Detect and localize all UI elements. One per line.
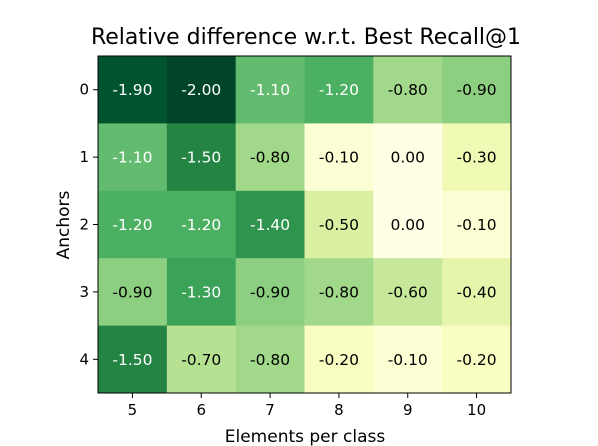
- heatmap-cell: [98, 325, 168, 394]
- cell-value-label: -1.50: [112, 351, 152, 369]
- cell-value-label: -0.80: [250, 149, 290, 167]
- heatmap-cell: [235, 190, 305, 259]
- heatmap-cell: [442, 56, 512, 124]
- heatmap-cell: [235, 258, 305, 327]
- cell-value-label: -2.00: [181, 81, 221, 99]
- heatmap-cell: [304, 56, 374, 124]
- heatmap-cell: [442, 190, 512, 259]
- cell-value-label: -1.90: [112, 81, 152, 99]
- cell-value-label: -0.70: [181, 351, 221, 369]
- x-tick-label: 8: [334, 401, 344, 419]
- cell-value-label: 0.00: [390, 216, 425, 234]
- heatmap-cell: [98, 190, 168, 259]
- heatmap-cell: [166, 56, 237, 124]
- heatmap-cells: [98, 56, 512, 394]
- cell-value-label: -0.10: [388, 351, 428, 369]
- cell-value-label: -1.20: [112, 216, 152, 234]
- y-tick-label: 0: [79, 81, 89, 99]
- cell-value-label: -1.10: [112, 149, 152, 167]
- cell-value-label: -0.40: [457, 283, 497, 301]
- chart-title: Relative difference w.r.t. Best Recall@1: [91, 25, 521, 50]
- cell-value-label: -0.50: [319, 216, 359, 234]
- x-tick-label: 5: [128, 401, 138, 419]
- heatmap-cell: [304, 123, 374, 192]
- x-tick-label: 9: [403, 401, 413, 419]
- x-tick-label: 7: [265, 401, 275, 419]
- x-tick-label: 10: [467, 401, 486, 419]
- heatmap-cell-labels: -1.90 -2.00 -1.10 -1.20 -0.80 -0.90 -1.10 -1.50…: [112, 81, 496, 369]
- heatmap-cell: [235, 56, 305, 124]
- cell-value-label: -0.20: [457, 351, 497, 369]
- cell-value-label: -0.20: [319, 351, 359, 369]
- heatmap-cell: [166, 258, 237, 327]
- heatmap-cell: [166, 190, 237, 259]
- y-tick-label: 2: [79, 216, 89, 234]
- cell-value-label: -0.80: [250, 351, 290, 369]
- heatmap-cell: [304, 190, 374, 259]
- heatmap-cell: [442, 123, 512, 192]
- y-axis-label: Anchors: [54, 190, 74, 259]
- heatmap-cell: [442, 258, 512, 327]
- cell-value-label: -1.20: [319, 81, 359, 99]
- cell-value-label: -0.90: [112, 283, 152, 301]
- cell-value-label: -0.80: [388, 81, 428, 99]
- y-tick-label: 3: [79, 283, 89, 301]
- cell-value-label: -1.30: [181, 283, 221, 301]
- cell-value-label: -0.10: [457, 216, 497, 234]
- cell-value-label: -1.20: [181, 216, 221, 234]
- heatmap-cell: [373, 258, 443, 327]
- heatmap-cell: [98, 56, 168, 124]
- y-axis-ticks: 0 1 2 3 4: [79, 81, 98, 368]
- y-tick-label: 4: [79, 350, 89, 368]
- heatmap-cell: [235, 325, 305, 394]
- heatmap-cell: [373, 190, 443, 259]
- heatmap-cell: [166, 123, 237, 192]
- y-tick-label: 1: [79, 148, 89, 166]
- cell-value-label: -1.40: [250, 216, 290, 234]
- x-axis-ticks: 5 6 7 8 9 10: [128, 393, 486, 419]
- heatmap-cell: [166, 325, 237, 394]
- cell-value-label: -0.10: [319, 149, 359, 167]
- cell-value-label: -1.10: [250, 81, 290, 99]
- x-axis-label: Elements per class: [225, 427, 386, 446]
- cell-value-label: 0.00: [390, 149, 425, 167]
- cell-value-label: -1.50: [181, 149, 221, 167]
- heatmap-cell: [235, 123, 305, 192]
- cell-value-label: -0.90: [457, 81, 497, 99]
- heatmap-cell: [98, 258, 168, 327]
- cell-value-label: -0.80: [319, 283, 359, 301]
- heatmap-cell: [98, 123, 168, 192]
- heatmap-cell: [373, 325, 443, 394]
- cell-value-label: -0.30: [457, 149, 497, 167]
- heatmap-cell: [304, 325, 374, 394]
- x-tick-label: 6: [196, 401, 206, 419]
- cell-value-label: -0.60: [388, 283, 428, 301]
- heatmap-cell: [442, 325, 512, 394]
- heatmap-cell: [373, 123, 443, 192]
- heatmap-cell: [304, 258, 374, 327]
- heatmap-cell: [373, 56, 443, 124]
- cell-value-label: -0.90: [250, 283, 290, 301]
